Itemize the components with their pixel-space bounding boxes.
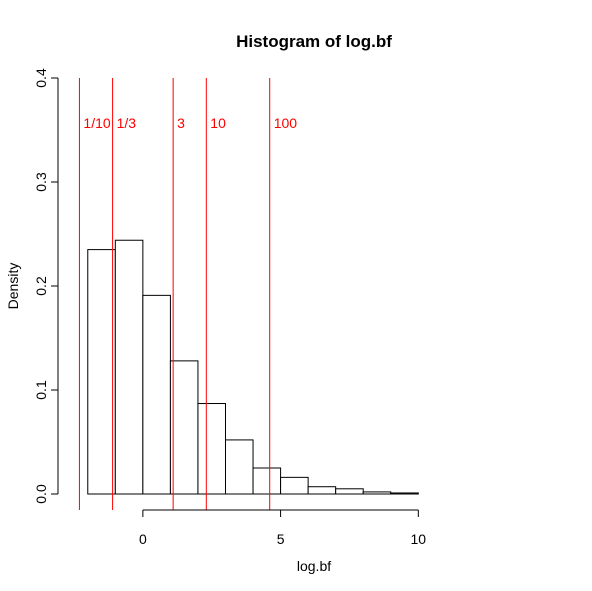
reference-lines: 1/10 1/3 3 10 100 (78, 78, 298, 510)
histogram-bar (197, 403, 226, 495)
y-tick-label: 0.4 (33, 68, 49, 88)
histogram-bar (335, 488, 364, 495)
y-tick-label: 0.3 (33, 172, 49, 192)
histogram-bar (87, 249, 116, 495)
reference-line-label: 10 (210, 115, 226, 131)
histogram-bar (224, 439, 254, 495)
x-tick-label: 10 (411, 531, 427, 547)
histogram-bar (169, 360, 199, 495)
reference-line-label: 1/10 (83, 115, 110, 131)
x-tick-label: 0 (139, 531, 147, 547)
histogram-bars (87, 239, 419, 495)
x-axis-label: log.bf (297, 558, 331, 574)
y-tick-label: 0.0 (33, 484, 49, 504)
histogram-bar (252, 467, 282, 495)
y-tick-label: 0.1 (33, 380, 49, 400)
histogram-bar (142, 294, 171, 495)
histogram-bar (390, 492, 419, 495)
y-axis: 0.0 0.1 0.2 0.3 0.4 (33, 68, 59, 504)
histogram-bar (362, 491, 392, 495)
x-tick-label: 5 (277, 531, 285, 547)
histogram-bar (280, 476, 309, 495)
x-axis: 0 5 10 (139, 509, 427, 547)
reference-line-label: 100 (274, 115, 298, 131)
histogram-bar (114, 239, 144, 495)
y-tick-label: 0.2 (33, 276, 49, 296)
y-axis-label: Density (5, 263, 21, 310)
reference-line-label: 1/3 (117, 115, 137, 131)
reference-line-label: 3 (177, 115, 185, 131)
chart-title: Histogram of log.bf (236, 32, 392, 51)
histogram-bar (307, 486, 337, 495)
